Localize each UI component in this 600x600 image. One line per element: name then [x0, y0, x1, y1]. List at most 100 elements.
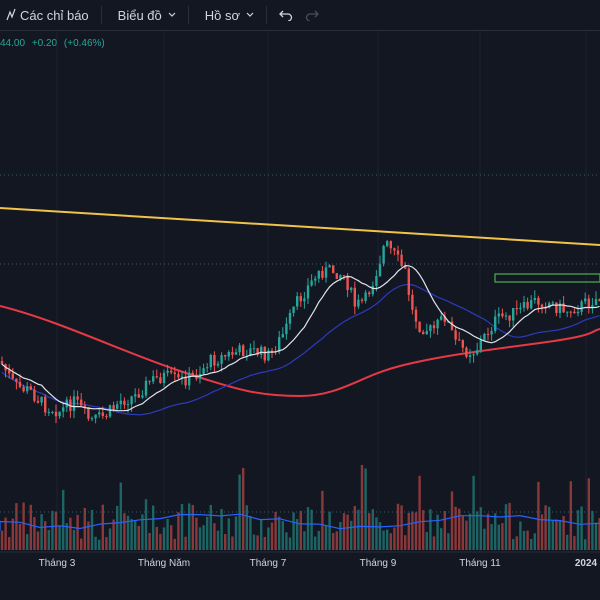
volume-bar	[238, 474, 241, 550]
volume-bar	[40, 514, 43, 550]
candle-body	[141, 395, 144, 398]
volume-bar	[501, 523, 504, 550]
price-legend: 44.00 +0.20 (+0.46%)	[0, 38, 109, 49]
volume-bar	[213, 523, 216, 550]
volume-bar	[134, 520, 137, 550]
candle-body	[353, 287, 356, 307]
volume-bar	[137, 525, 140, 550]
volume-bar	[368, 513, 371, 550]
candle-body	[173, 372, 176, 375]
candle-body	[515, 308, 518, 310]
candle-body	[213, 354, 216, 366]
volume-bar	[195, 517, 198, 550]
candle-body	[558, 303, 562, 313]
candle-body	[180, 376, 184, 378]
candle-body	[148, 380, 151, 382]
volume-bar	[494, 513, 497, 550]
volume-bar	[141, 514, 144, 550]
volume-bar	[292, 512, 295, 550]
volume-bar	[270, 522, 274, 550]
volume-bar	[555, 519, 558, 550]
redo-button[interactable]	[299, 0, 325, 30]
candle-body	[501, 313, 504, 317]
candlesticks	[0, 240, 600, 424]
candle-body	[288, 312, 292, 324]
volume-bar	[450, 491, 454, 550]
volume-bar	[260, 519, 263, 550]
profile-button[interactable]: Hồ sơ	[195, 0, 260, 30]
candle-body	[26, 386, 29, 392]
candle-body	[238, 345, 241, 353]
volume-bar	[296, 519, 299, 550]
chart-type-label: Biểu đồ	[117, 7, 162, 23]
ma-fast-line	[1, 264, 600, 412]
volume-ma-line	[0, 513, 600, 531]
candle-body	[94, 414, 97, 419]
candle-body	[8, 370, 11, 374]
volume-bar	[562, 516, 565, 550]
chart-type-button[interactable]: Biểu đồ	[108, 0, 182, 30]
volume-bar	[580, 506, 583, 550]
candle-body	[80, 399, 83, 406]
candle-body	[242, 345, 245, 357]
volume-bar	[504, 504, 508, 550]
undo-icon	[279, 9, 293, 21]
volume-bar	[191, 505, 194, 550]
toolbar-divider	[100, 6, 102, 24]
candle-body	[83, 405, 86, 408]
candle-body	[33, 389, 36, 401]
candle-body	[537, 297, 540, 305]
volume-bar	[544, 505, 547, 550]
volume-bar	[476, 511, 479, 550]
candle-body	[324, 267, 328, 278]
volume-bar	[108, 528, 112, 550]
volume-bar	[566, 534, 569, 550]
candle-body	[87, 407, 90, 419]
candle-body	[321, 270, 324, 278]
volume-bar	[454, 506, 457, 550]
candle-body	[486, 333, 490, 335]
volume-bar	[573, 536, 576, 550]
candle-body	[346, 275, 349, 291]
undo-button[interactable]	[273, 0, 299, 30]
volume-bar	[281, 521, 284, 550]
candle-body	[278, 337, 281, 353]
candle-body	[472, 354, 475, 356]
volume-bar	[256, 535, 259, 550]
volume-bar	[458, 508, 461, 550]
volume-bar	[58, 526, 61, 550]
volume-bar	[551, 520, 554, 550]
volume-bar	[216, 530, 220, 550]
time-axis-label: Tháng 7	[250, 558, 287, 569]
resistance-zone[interactable]	[494, 273, 600, 283]
candle-body	[357, 299, 360, 307]
volume-bar	[76, 514, 79, 550]
candle-body	[206, 367, 209, 369]
volume-bar	[234, 516, 238, 550]
price-chart[interactable]: Tháng 3 Tháng Năm Tháng 7 Tháng 9 Tháng …	[0, 31, 600, 600]
candle-body	[51, 411, 54, 413]
candle-body	[580, 301, 583, 312]
redo-icon	[305, 9, 319, 21]
candle-body	[220, 355, 223, 364]
trendline[interactable]	[0, 207, 600, 246]
volume-bar	[303, 531, 306, 550]
candle-body	[512, 308, 515, 321]
volume-bars	[0, 464, 600, 550]
candle-body	[497, 313, 500, 317]
candle-body	[170, 370, 173, 373]
candle-body	[227, 352, 230, 357]
time-axis-label: Tháng 9	[360, 558, 397, 569]
candle-body	[389, 241, 392, 249]
volume-bar	[418, 475, 421, 550]
candle-body	[44, 396, 47, 413]
volume-bar	[101, 504, 104, 550]
volume-bar	[306, 507, 310, 550]
volume-bar	[26, 534, 29, 550]
candle-body	[328, 265, 331, 268]
volume-bar	[314, 536, 317, 550]
candle-body	[551, 302, 554, 304]
volume-bar	[407, 512, 410, 550]
volume-bar	[364, 468, 367, 550]
indicators-button[interactable]: Các chỉ báo	[0, 0, 95, 30]
